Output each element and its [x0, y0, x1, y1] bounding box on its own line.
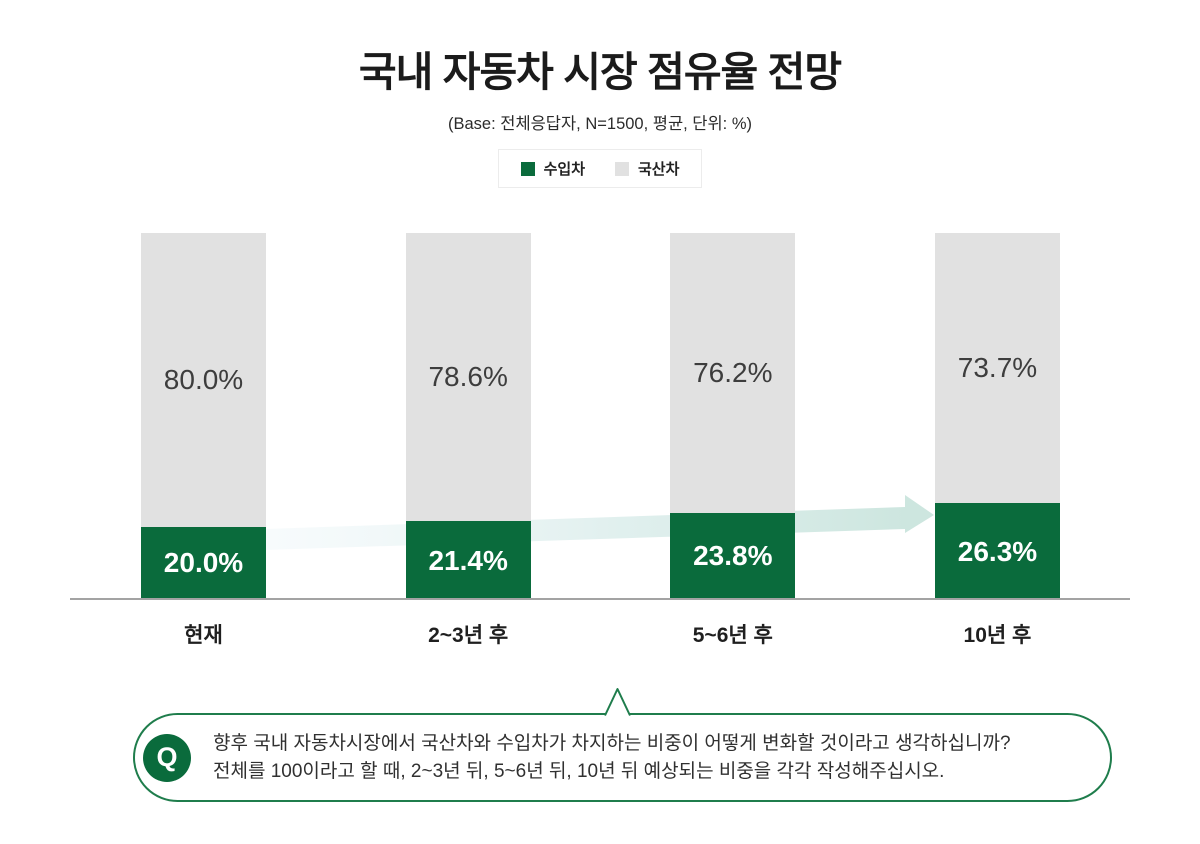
question-line-2: 전체를 100이라고 할 때, 2~3년 뒤, 5~6년 뒤, 10년 뒤 예상…	[213, 760, 945, 782]
bar-label-domestic: 76.2%	[693, 356, 773, 388]
chart-base-note: (Base: 전체응답자, N=1500, 평균, 단위: %)	[448, 115, 752, 133]
page-title: 국내 자동차 시장 점유율 전망	[358, 49, 842, 95]
x-axis-label: 5~6년 후	[692, 624, 773, 647]
bar-segment-domestic: 80.0%	[141, 233, 266, 527]
domestic-swatch	[615, 161, 629, 176]
bar-segment-imported: 23.8%	[670, 512, 796, 600]
chart-area: 80.0% 20.0% 현재 78.6% 21.4% 2~3년 후 76.2% 23.8% 5~…	[0, 233, 1200, 647]
question-box: Q 향후 국내 자동차시장에서 국산차와 수입차가 차지하는 비중이 어떻게 변…	[133, 713, 1112, 802]
bar-segment-imported: 26.3%	[934, 503, 1060, 600]
bar-segment-domestic: 73.7%	[934, 233, 1060, 504]
x-axis-line	[70, 598, 1130, 600]
bar-label-imported: 26.3%	[957, 535, 1038, 567]
bar-label-imported: 23.8%	[693, 540, 773, 572]
bar-segment-imported: 21.4%	[405, 521, 531, 600]
bar-group: 73.7% 26.3% 10년 후	[934, 233, 1060, 647]
bar-group: 80.0% 20.0% 현재	[141, 233, 266, 647]
imported-swatch	[520, 161, 535, 176]
bar-group: 76.2% 23.8% 5~6년 후	[670, 233, 796, 647]
bar-label-domestic: 80.0%	[163, 363, 244, 395]
legend-label-domestic: 국산차	[638, 161, 680, 178]
legend-item-imported: 수입차	[520, 158, 585, 179]
speech-notch-icon	[604, 688, 631, 716]
bar-label-imported: 20.0%	[163, 547, 244, 579]
bar-segment-imported: 20.0%	[141, 526, 266, 600]
x-axis-label: 10년 후	[963, 624, 1032, 647]
bar-label-domestic: 78.6%	[428, 361, 508, 393]
question-badge-icon: Q	[143, 733, 191, 782]
x-axis-label: 2~3년 후	[428, 624, 509, 647]
bar-group: 78.6% 21.4% 2~3년 후	[405, 233, 531, 647]
bar-segment-domestic: 76.2%	[670, 233, 796, 513]
legend: 수입차 국산차	[497, 149, 703, 188]
legend-label-imported: 수입차	[543, 161, 585, 178]
bar-label-imported: 21.4%	[428, 544, 508, 576]
question-text: 향후 국내 자동차시장에서 국산차와 수입차가 차지하는 비중이 어떻게 변화할…	[213, 730, 1011, 786]
bar-label-domestic: 73.7%	[957, 352, 1038, 384]
legend-item-domestic: 국산차	[615, 158, 679, 179]
bar-segment-domestic: 78.6%	[405, 233, 531, 522]
x-axis-label: 현재	[184, 624, 223, 647]
question-line-1: 향후 국내 자동차시장에서 국산차와 수입차가 차지하는 비중이 어떻게 변화할…	[213, 732, 1011, 754]
bars: 80.0% 20.0% 현재 78.6% 21.4% 2~3년 후 76.2% 23.8% 5~…	[141, 233, 1060, 647]
legend-row: 수입차 국산차	[0, 149, 1200, 188]
